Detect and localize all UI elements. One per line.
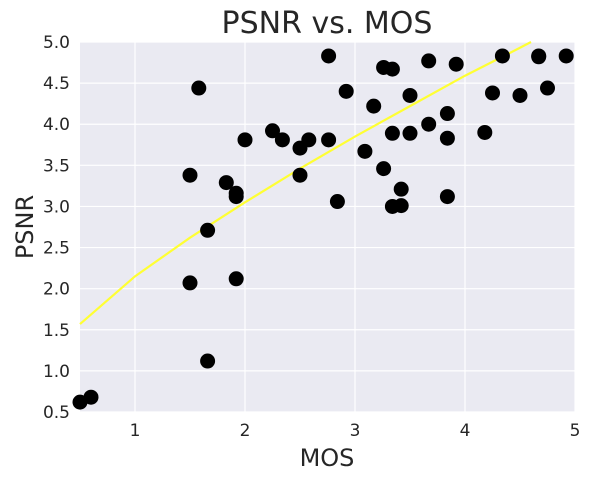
data-point: [477, 124, 493, 140]
data-point: [228, 271, 244, 287]
data-point: [218, 175, 234, 191]
data-point: [329, 194, 345, 210]
data-point: [448, 56, 464, 72]
data-point: [485, 85, 500, 101]
data-point: [265, 123, 280, 139]
grid-lines: [80, 41, 576, 413]
data-point: [321, 132, 337, 148]
data-points: [72, 48, 574, 410]
data-point: [384, 61, 400, 77]
y-tick-label: 3.0: [43, 197, 70, 217]
data-point: [439, 106, 455, 122]
data-point: [421, 116, 437, 132]
fit-curve-layer: [79, 41, 532, 325]
y-tick-label: 2.5: [43, 239, 70, 259]
y-tick-label: 4.0: [43, 115, 70, 135]
fit-curve: [79, 41, 532, 325]
data-point: [228, 189, 244, 205]
x-tick-label: 1: [130, 421, 141, 441]
y-tick-label: 4.5: [43, 74, 70, 94]
x-axis-label: MOS: [300, 444, 355, 472]
y-tick-label: 5.0: [43, 33, 70, 53]
data-point: [357, 143, 373, 159]
data-point: [558, 48, 574, 64]
y-tick-label: 1.0: [43, 362, 70, 382]
data-point: [274, 132, 290, 148]
chart-title: PSNR vs. MOS: [222, 6, 433, 41]
data-point: [512, 87, 528, 103]
data-point: [402, 87, 418, 103]
y-tick-label: 1.5: [43, 321, 70, 341]
y-tick-label: 0.5: [43, 403, 70, 423]
data-point: [531, 48, 547, 64]
data-point: [182, 167, 198, 183]
plot-background: [80, 42, 575, 412]
data-point: [200, 353, 216, 369]
data-point: [439, 189, 455, 205]
data-point: [540, 80, 555, 96]
data-point: [376, 161, 392, 177]
data-point: [321, 48, 337, 64]
data-point: [384, 125, 400, 141]
data-point: [292, 167, 308, 183]
data-point: [393, 198, 409, 214]
x-tick-label: 2: [240, 421, 251, 441]
x-tick-label: 3: [350, 421, 361, 441]
data-point: [83, 389, 99, 405]
data-point: [366, 98, 382, 114]
x-tick-label: 5: [570, 421, 581, 441]
y-tick-label: 3.5: [43, 156, 70, 176]
data-point: [237, 132, 253, 148]
data-point: [402, 125, 418, 141]
data-point: [301, 132, 317, 148]
y-tick-labels: 0.5 1.0 1.5 2.0 2.5 3.0 3.5 4.0 4.5 5.0: [43, 33, 70, 423]
x-tick-labels: 1 2 3 4 5: [130, 421, 581, 441]
data-point: [200, 222, 216, 238]
data-point: [191, 80, 207, 96]
data-point: [439, 130, 455, 146]
data-point: [494, 48, 510, 64]
y-axis-label: PSNR: [11, 195, 39, 259]
data-point: [182, 275, 198, 291]
data-point: [421, 53, 437, 69]
data-point: [393, 181, 409, 197]
data-point: [338, 83, 354, 99]
x-tick-label: 4: [460, 421, 471, 441]
y-tick-label: 2.0: [43, 280, 70, 300]
